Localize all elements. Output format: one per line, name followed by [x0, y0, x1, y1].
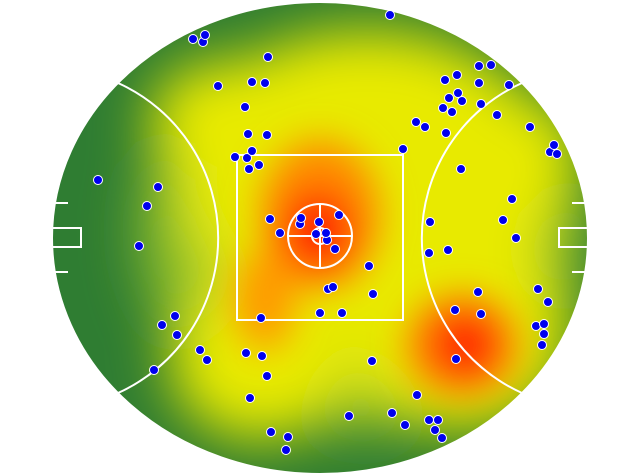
point: [172, 330, 182, 340]
point: [244, 164, 254, 174]
point: [188, 34, 198, 44]
point: [543, 297, 553, 307]
point: [498, 215, 508, 225]
point: [243, 129, 253, 139]
point: [344, 411, 354, 421]
point: [260, 78, 270, 88]
point: [424, 415, 434, 425]
point: [149, 365, 159, 375]
point: [242, 153, 252, 163]
point: [283, 432, 293, 442]
point: [195, 345, 205, 355]
point: [420, 122, 430, 132]
point: [552, 149, 562, 159]
point: [241, 348, 251, 358]
point: [321, 228, 331, 238]
point: [315, 308, 325, 318]
point: [314, 217, 324, 227]
point: [412, 390, 422, 400]
point: [400, 420, 410, 430]
point: [425, 217, 435, 227]
point: [452, 70, 462, 80]
point: [438, 103, 448, 113]
point: [440, 75, 450, 85]
point: [453, 88, 463, 98]
point: [533, 284, 543, 294]
point: [262, 371, 272, 381]
point: [474, 61, 484, 71]
point: [539, 319, 549, 329]
point: [367, 356, 377, 366]
point: [441, 128, 451, 138]
point: [256, 313, 266, 323]
point: [337, 308, 347, 318]
point: [537, 340, 547, 350]
point: [549, 140, 559, 150]
point: [444, 93, 454, 103]
point: [486, 60, 496, 70]
point: [328, 282, 338, 292]
point: [398, 144, 408, 154]
point: [473, 287, 483, 297]
point: [262, 130, 272, 140]
point: [202, 355, 212, 365]
point: [447, 107, 457, 117]
point: [265, 214, 275, 224]
point: [385, 10, 395, 20]
point: [411, 117, 421, 127]
point: [134, 241, 144, 251]
point: [525, 122, 535, 132]
point: [456, 164, 466, 174]
point: [504, 80, 514, 90]
point: [257, 351, 267, 361]
point: [492, 110, 502, 120]
point: [507, 194, 517, 204]
point: [275, 228, 285, 238]
point: [213, 81, 223, 91]
point: [450, 305, 460, 315]
point: [247, 77, 257, 87]
point: [437, 433, 447, 443]
point: [368, 289, 378, 299]
point: [200, 30, 210, 40]
point: [142, 201, 152, 211]
point: [457, 96, 467, 106]
point: [424, 248, 434, 258]
point: [247, 146, 257, 156]
point: [539, 329, 549, 339]
point: [266, 427, 276, 437]
point: [451, 354, 461, 364]
point: [476, 99, 486, 109]
point: [240, 102, 250, 112]
field-lines: [51, 1, 589, 475]
point: [153, 182, 163, 192]
point: [281, 445, 291, 455]
point: [93, 175, 103, 185]
point: [296, 213, 306, 223]
point: [443, 245, 453, 255]
point: [311, 229, 321, 239]
point: [245, 393, 255, 403]
point: [476, 309, 486, 319]
point: [364, 261, 374, 271]
point: [330, 244, 340, 254]
point: [433, 415, 443, 425]
point: [511, 233, 521, 243]
point: [474, 78, 484, 88]
point: [230, 152, 240, 162]
point: [254, 160, 264, 170]
point: [263, 52, 273, 62]
points: [93, 10, 562, 455]
point: [334, 210, 344, 220]
point: [157, 320, 167, 330]
point: [430, 425, 440, 435]
point: [170, 311, 180, 321]
point: [387, 408, 397, 418]
